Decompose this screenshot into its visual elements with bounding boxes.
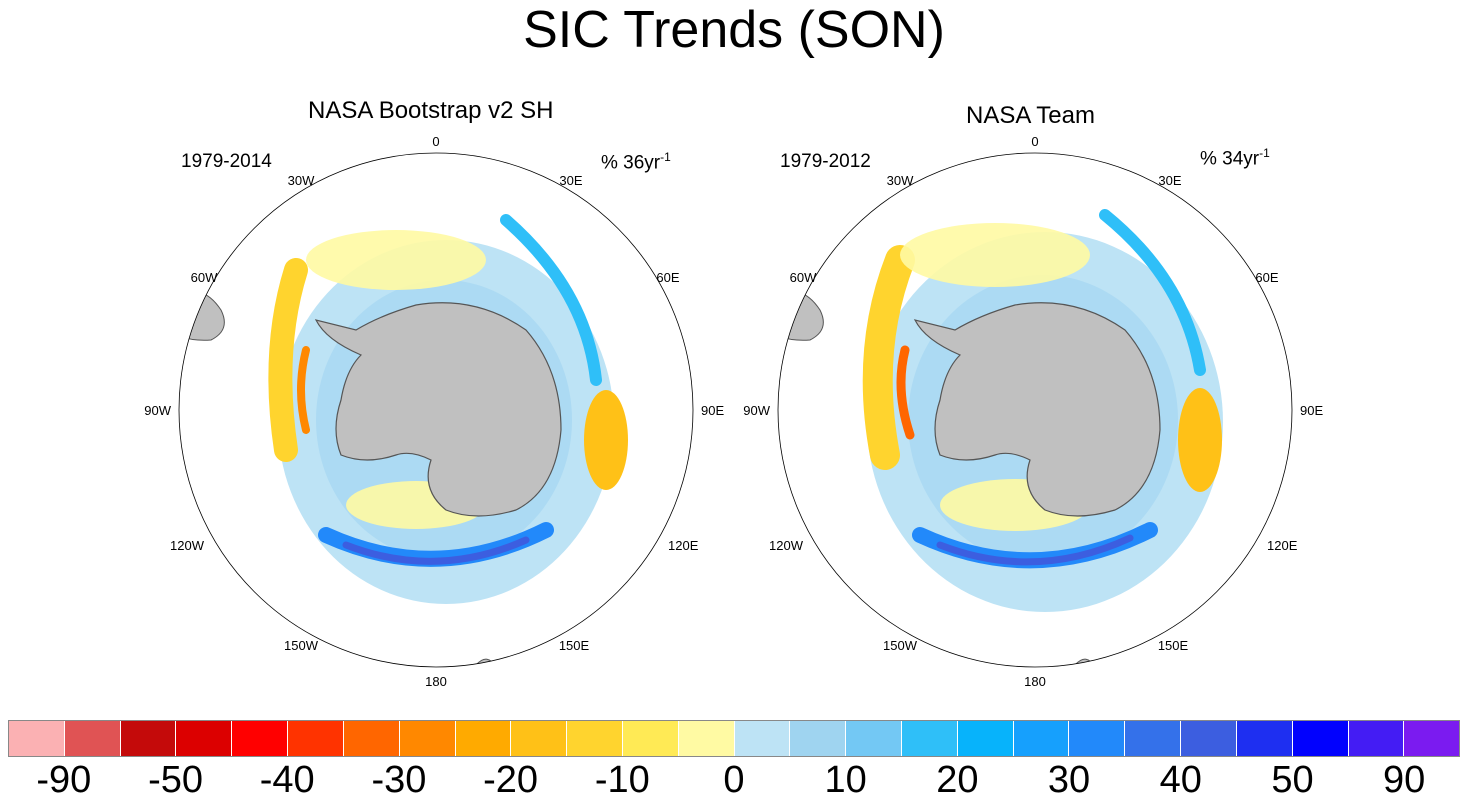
colorbar-swatch	[120, 721, 177, 756]
colorbar-swatch	[622, 721, 679, 756]
lon-label-0: 0	[432, 134, 439, 149]
colorbar-swatch	[1236, 721, 1293, 756]
lon-label-30e: 30E	[559, 173, 582, 188]
colorbar-swatch	[1404, 721, 1460, 756]
ice-negative-patch-west	[268, 258, 308, 462]
colorbar-swatch	[64, 721, 121, 756]
polar-map-right: 0 30E 60E 90E 120E 150E 180 150W 120W 90…	[743, 134, 1323, 689]
colorbar	[8, 720, 1460, 757]
antarctica-landmass	[913, 302, 1161, 517]
colorbar-tick-label: 10	[824, 759, 867, 801]
colorbar-swatch	[9, 721, 65, 756]
ice-strong-negative-west	[896, 345, 915, 440]
lon-label-30w: 30W	[887, 173, 914, 188]
lon-label-30e: 30E	[1158, 173, 1181, 188]
colorbar-swatch	[343, 721, 400, 756]
colorbar-tick-label: -10	[594, 759, 650, 801]
colorbar-tick-label: 0	[723, 759, 745, 801]
colorbar-tick-label: -40	[259, 759, 315, 801]
map-boundary-circle	[178, 152, 694, 668]
ice-positive-band-east	[500, 214, 602, 386]
colorbar-swatch	[1348, 721, 1405, 756]
colorbar-tick-label: -90	[36, 759, 92, 801]
antarctica-landmass	[314, 302, 562, 517]
lon-label-90e: 90E	[701, 403, 724, 418]
map-boundary-circle	[777, 152, 1293, 668]
colorbar-tick-label: -30	[371, 759, 427, 801]
ice-positive-band-east	[1099, 209, 1206, 376]
lon-label-150w: 150W	[883, 638, 918, 653]
colorbar-tick-label: 50	[1271, 759, 1314, 801]
lon-label-150e: 150E	[559, 638, 590, 653]
colorbar-swatch	[288, 721, 344, 756]
lon-label-180: 180	[1024, 674, 1046, 689]
colorbar-swatch	[790, 721, 847, 756]
lon-label-30w: 30W	[288, 173, 315, 188]
lon-label-120w: 120W	[769, 538, 804, 553]
colorbar-swatch	[902, 721, 958, 756]
lon-label-90e: 90E	[1300, 403, 1323, 418]
lon-label-120w: 120W	[170, 538, 205, 553]
colorbar-swatch	[511, 721, 568, 756]
panel-left-subtitle: NASA Bootstrap v2 SH	[308, 97, 554, 124]
lon-label-120e: 120E	[668, 538, 699, 553]
south-america-landmass	[179, 291, 225, 341]
south-america-landmass	[778, 291, 824, 341]
colorbar-swatch	[455, 721, 512, 756]
colorbar-labels: -90 -50 -40 -30 -20 -10 0 10 20 30 40 50 90	[0, 758, 1468, 803]
colorbar-tick-label: 90	[1383, 759, 1426, 801]
lon-label-90w: 90W	[144, 403, 171, 418]
lon-label-60e: 60E	[1255, 270, 1278, 285]
lon-label-150e: 150E	[1158, 638, 1189, 653]
panel-right-subtitle: NASA Team	[966, 102, 1095, 129]
panel-left-units: % 36yr-1	[601, 150, 671, 174]
ice-strong-positive-band	[936, 534, 1134, 566]
lon-label-60w: 60W	[790, 270, 817, 285]
new-zealand-landmass	[475, 658, 497, 667]
ice-light-negative-north	[306, 230, 486, 290]
figure-title: SIC Trends (SON)	[523, 1, 945, 59]
lon-label-120e: 120E	[1267, 538, 1298, 553]
colorbar-swatch	[567, 721, 623, 756]
colorbar-swatch	[1125, 721, 1182, 756]
colorbar-swatch	[1181, 721, 1237, 756]
colorbar-swatch	[176, 721, 233, 756]
lon-label-60w: 60W	[191, 270, 218, 285]
colorbar-tick-label: 20	[936, 759, 979, 801]
ice-strong-negative-west	[297, 346, 310, 434]
lon-label-150w: 150W	[284, 638, 319, 653]
ice-negative-patch-west	[862, 245, 915, 470]
colorbar-swatch	[1292, 721, 1349, 756]
ice-strong-positive-band	[342, 536, 530, 565]
new-zealand-landmass	[1074, 658, 1096, 667]
lon-label-90w: 90W	[743, 403, 770, 418]
colorbar-tick-label: -50	[148, 759, 203, 801]
lon-label-60e: 60E	[656, 270, 679, 285]
polar-map-left: 0 30E 60E 90E 120E 150E 180 150W 120W 90…	[144, 134, 724, 689]
panel-right-period: 1979-2012	[780, 151, 871, 172]
colorbar-tick-label: -20	[483, 759, 539, 801]
panel-left-period: 1979-2014	[181, 151, 272, 172]
colorbar-swatch	[734, 721, 791, 756]
colorbar-swatch	[957, 721, 1014, 756]
colorbar-swatch	[678, 721, 735, 756]
lon-label-0: 0	[1031, 134, 1038, 149]
colorbar-swatch	[1013, 721, 1070, 756]
colorbar-swatch	[232, 721, 289, 756]
ice-light-negative-north	[900, 223, 1090, 287]
ice-negative-patch-east	[1178, 388, 1222, 492]
colorbar-swatch	[846, 721, 902, 756]
panel-right-units: % 34yr-1	[1200, 146, 1270, 170]
colorbar-tick-label: 40	[1159, 759, 1202, 801]
colorbar-swatch	[399, 721, 456, 756]
ice-negative-patch-east	[584, 390, 628, 490]
colorbar-swatch	[1069, 721, 1126, 756]
lon-label-180: 180	[425, 674, 447, 689]
colorbar-tick-label: 30	[1047, 759, 1091, 801]
